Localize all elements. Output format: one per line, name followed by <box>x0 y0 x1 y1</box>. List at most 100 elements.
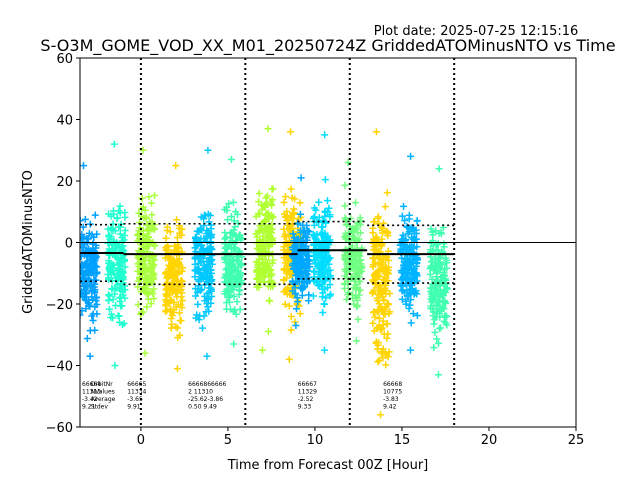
plot-date: Plot date: 2025-07-25 12:15:16 <box>374 24 579 39</box>
data-point <box>121 286 129 294</box>
data-point <box>254 210 262 218</box>
data-point <box>384 301 392 309</box>
data-point <box>436 302 444 310</box>
data-point <box>304 227 312 235</box>
data-point <box>375 356 383 364</box>
data-point <box>117 257 125 265</box>
data-point <box>302 232 310 240</box>
data-point <box>322 294 330 302</box>
data-point <box>113 214 121 222</box>
data-point <box>202 308 210 316</box>
data-point <box>139 146 147 154</box>
data-point <box>222 266 230 274</box>
data-point <box>370 218 378 226</box>
data-point <box>268 196 276 204</box>
data-point <box>320 346 328 354</box>
data-point <box>436 255 444 263</box>
data-point <box>292 322 300 330</box>
data-point <box>90 262 98 270</box>
data-point <box>264 234 272 242</box>
data-point <box>402 265 410 273</box>
data-point <box>205 295 213 303</box>
data-point <box>169 285 177 293</box>
data-point <box>233 271 241 279</box>
data-point <box>143 303 151 311</box>
data-point <box>192 314 200 322</box>
data-point <box>383 227 391 235</box>
data-point <box>429 296 437 304</box>
data-point <box>229 263 237 271</box>
data-point <box>197 213 205 221</box>
data-point <box>268 277 276 285</box>
data-point <box>385 348 393 356</box>
data-point <box>203 352 211 360</box>
data-point <box>143 221 151 229</box>
data-point <box>198 324 206 332</box>
data-point <box>435 165 443 173</box>
data-point <box>203 294 211 302</box>
data-point <box>382 361 390 369</box>
data-point <box>280 265 288 273</box>
stat-label: -2.52 <box>298 396 314 403</box>
data-point <box>175 259 183 267</box>
orbit-band <box>252 125 277 354</box>
data-point <box>407 346 414 354</box>
data-point <box>320 300 328 308</box>
data-point <box>287 312 295 320</box>
data-point <box>116 294 124 302</box>
data-point <box>294 235 302 243</box>
data-point <box>436 286 444 294</box>
data-point <box>203 278 211 286</box>
y-tick-label: −40 <box>46 360 73 375</box>
orbit-band <box>288 174 314 330</box>
data-point <box>264 125 272 133</box>
data-point <box>141 284 149 292</box>
data-point <box>226 233 234 241</box>
data-point <box>229 198 237 206</box>
data-point <box>234 233 242 241</box>
data-point <box>403 269 411 277</box>
data-point <box>354 229 362 237</box>
data-point <box>301 226 309 234</box>
stat-label: 6666866666 <box>188 381 226 388</box>
data-point <box>116 202 124 210</box>
data-point <box>119 273 127 281</box>
data-point <box>109 227 117 235</box>
data-point <box>108 277 116 285</box>
data-point <box>176 309 184 317</box>
data-point <box>302 242 310 250</box>
data-point <box>174 278 182 286</box>
data-point <box>265 273 273 281</box>
data-point <box>381 310 389 318</box>
data-point <box>378 324 386 332</box>
data-point <box>352 337 360 345</box>
data-point <box>111 241 119 249</box>
data-point <box>162 234 170 242</box>
data-point <box>105 231 113 239</box>
data-point <box>80 243 86 251</box>
data-point <box>269 185 277 193</box>
data-point <box>253 275 261 283</box>
data-point <box>86 352 94 360</box>
data-point <box>253 244 261 252</box>
data-point <box>318 237 326 245</box>
data-point <box>227 213 235 221</box>
data-point <box>166 262 174 270</box>
data-point <box>144 295 152 303</box>
data-point <box>142 213 150 221</box>
data-point <box>402 300 410 308</box>
data-point <box>90 233 98 241</box>
data-point <box>410 290 418 298</box>
data-point <box>255 190 263 198</box>
data-point <box>437 324 445 332</box>
data-point <box>407 319 415 327</box>
x-axis-label: Time from Forecast 00Z [Hour] <box>227 458 429 473</box>
data-point <box>161 254 169 262</box>
data-point <box>136 224 144 232</box>
data-point <box>305 297 313 305</box>
data-point <box>90 283 98 291</box>
data-point <box>293 268 301 276</box>
data-point <box>230 292 238 300</box>
data-point <box>428 275 436 283</box>
data-point <box>299 237 307 245</box>
